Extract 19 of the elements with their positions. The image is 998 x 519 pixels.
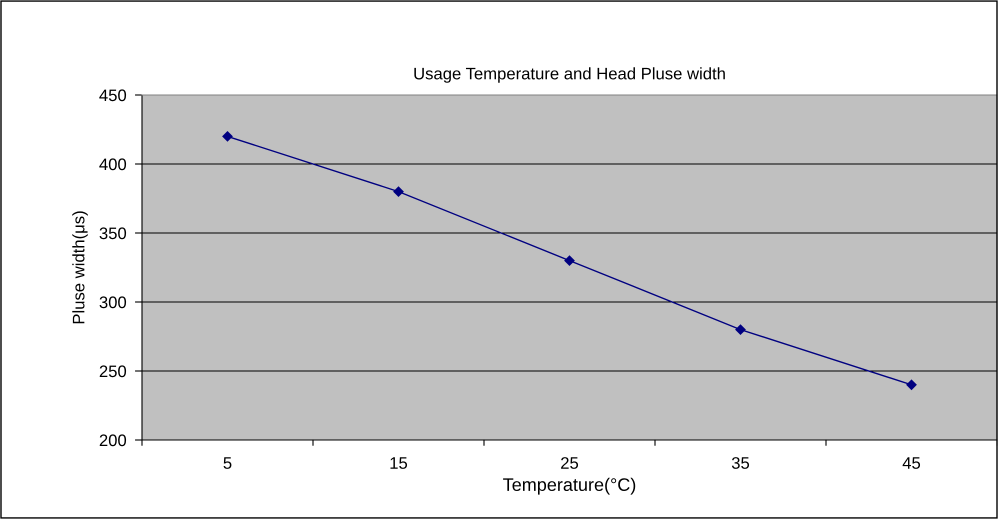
x-tick-label: 5 <box>224 457 232 469</box>
point <box>393 186 404 197</box>
point <box>906 380 917 390</box>
x-tick-label: 35 <box>732 457 750 469</box>
x-tick-label: 25 <box>561 457 578 469</box>
y-tick-label: 400 <box>99 158 126 170</box>
point <box>735 324 746 335</box>
y-axis-title: Pluse width(μs) <box>72 211 88 324</box>
y-tick-label: 250 <box>100 365 126 378</box>
x-tick-label: 15 <box>390 457 408 469</box>
y-tick-label: 200 <box>100 434 126 446</box>
y-tick-label: 300 <box>100 296 126 308</box>
x-axis-title: Temperature(°C) <box>503 478 636 495</box>
y-tick-label: 450 <box>99 89 126 102</box>
point <box>564 255 575 266</box>
y-tick-label: 350 <box>100 227 126 240</box>
x-tick-label: 45 <box>902 457 920 469</box>
point <box>222 131 233 142</box>
chart-title: Usage Temperature and Head Pluse width <box>414 67 725 83</box>
